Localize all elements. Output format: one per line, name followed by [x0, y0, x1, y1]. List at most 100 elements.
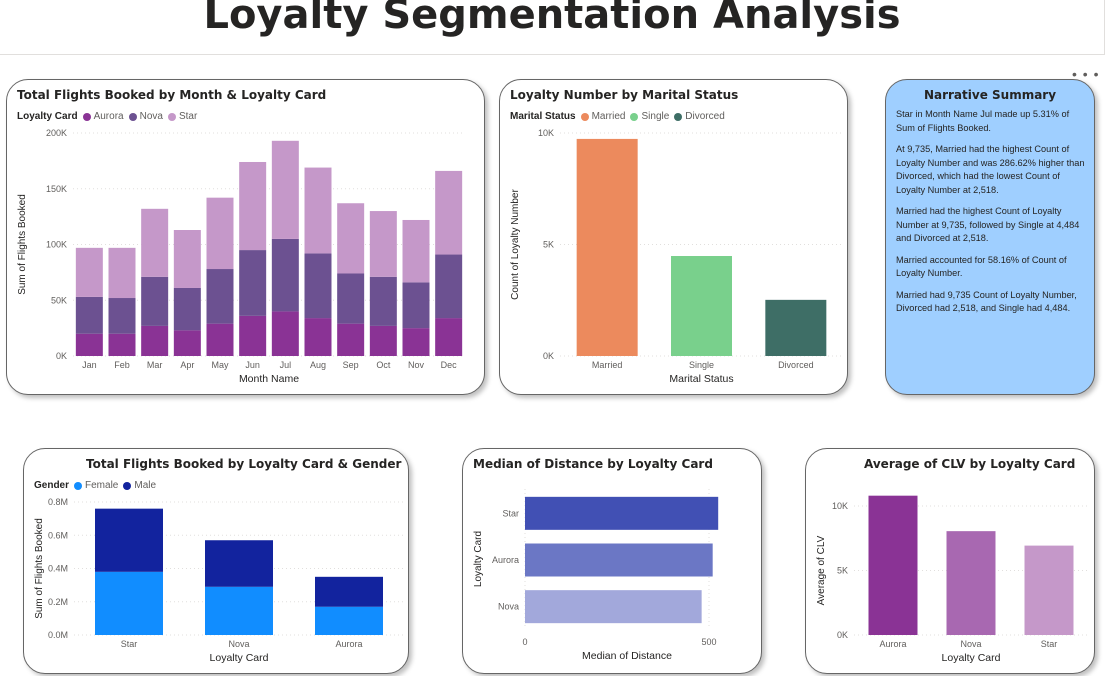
bar-star-oct[interactable] — [369, 211, 397, 277]
bar-nova-sep[interactable] — [337, 273, 365, 324]
legend-item-aurora[interactable]: Aurora — [82, 111, 124, 122]
bar-female-aurora[interactable] — [315, 606, 383, 635]
legend: Loyalty Card Aurora Nova Star — [17, 111, 202, 122]
bar-star-may[interactable] — [206, 197, 234, 270]
distance-card[interactable]: Median of Distance by Loyalty Card 0 500 S… — [462, 448, 762, 674]
bar-aurora[interactable] — [868, 495, 918, 635]
narrative-paragraph: At 9,735, Married had the highest Count … — [896, 144, 1085, 195]
y-tick-label: 0K — [56, 351, 67, 361]
y-tick-label: 0.6M — [48, 530, 68, 540]
legend-item-star[interactable]: Star — [167, 111, 197, 122]
legend-item-single[interactable]: Single — [630, 111, 669, 122]
y-axis-title: Loyalty Card — [473, 531, 484, 587]
x-tick-label: Oct — [376, 360, 391, 370]
bar-nova-jun[interactable] — [239, 250, 267, 316]
bar-aurora-sep[interactable] — [337, 323, 365, 356]
bar-aurora-feb[interactable] — [108, 333, 136, 356]
bar-nova-apr[interactable] — [173, 287, 201, 331]
x-tick-label: Sep — [343, 360, 359, 370]
bar-aurora-apr[interactable] — [173, 330, 201, 356]
bar-male-aurora[interactable] — [315, 576, 383, 607]
bar-female-nova[interactable] — [205, 586, 273, 635]
y-tick-label: 0.0M — [48, 630, 68, 640]
gender-flights-card[interactable]: Total Flights Booked by Loyalty Card & G… — [23, 448, 409, 674]
bar-aurora-may[interactable] — [206, 323, 234, 356]
x-tick-label: Apr — [180, 360, 194, 370]
bar-aurora-nov[interactable] — [402, 328, 430, 356]
y-tick-label: 100K — [46, 240, 67, 250]
more-options-icon[interactable]: • • • — [1072, 66, 1100, 82]
legend-title: Gender — [34, 480, 70, 491]
x-tick-label: Jun — [245, 360, 260, 370]
x-tick-label: Nova — [960, 639, 981, 649]
bar-aurora-mar[interactable] — [141, 325, 169, 356]
y-tick-label: 200K — [46, 128, 67, 138]
bar-nova-feb[interactable] — [108, 298, 136, 334]
bar-nova-dec[interactable] — [435, 254, 463, 319]
legend-item-nova[interactable]: Nova — [128, 111, 163, 122]
bar-star-feb[interactable] — [108, 247, 136, 299]
bar-star-dec[interactable] — [435, 170, 463, 255]
legend-item-divorced[interactable]: Divorced — [674, 111, 725, 122]
bar-male-nova[interactable] — [205, 540, 273, 587]
bar-single[interactable] — [671, 256, 732, 356]
y-tick-label: 10K — [832, 501, 848, 511]
x-tick-label: Jul — [280, 360, 292, 370]
bar-aurora-dec[interactable] — [435, 318, 463, 356]
x-tick-label: Aurora — [879, 639, 906, 649]
bar-nova-may[interactable] — [206, 269, 234, 324]
bar-aurora-oct[interactable] — [369, 325, 397, 356]
bar-nova-jan[interactable] — [75, 296, 103, 334]
legend-item-married[interactable]: Married — [580, 111, 625, 122]
bar-aurora-jun[interactable] — [239, 315, 267, 356]
y-tick-label: 150K — [46, 184, 67, 194]
bar-star-jul[interactable] — [271, 140, 299, 239]
bar-divorced[interactable] — [765, 299, 827, 356]
x-tick-label: Aurora — [335, 639, 362, 649]
gender-chart-plot[interactable]: 0.0M 0.2M 0.4M 0.6M 0.8M Star Nova Aurora Loyalt… — [24, 449, 408, 673]
bar-nova-aug[interactable] — [304, 253, 332, 319]
bar-nova-jul[interactable] — [271, 238, 299, 312]
bar-nova[interactable] — [946, 531, 996, 635]
bar-star-aug[interactable] — [304, 167, 332, 254]
y-tick-label: Star — [502, 508, 519, 518]
legend: Gender Female Male — [34, 480, 161, 491]
legend-item-female[interactable]: Female — [74, 480, 118, 491]
y-tick-label: 0.4M — [48, 564, 68, 574]
y-axis-title: Sum of Flights Booked — [34, 518, 45, 619]
bar-star-jun[interactable] — [239, 161, 267, 251]
bar-married[interactable] — [576, 138, 638, 356]
x-tick-label: Dec — [441, 360, 458, 370]
bar-nova-mar[interactable] — [141, 276, 169, 326]
bar-female-star[interactable] — [95, 571, 163, 635]
bar-star-sep[interactable] — [337, 203, 365, 274]
bar-nova-oct[interactable] — [369, 276, 397, 326]
narrative-summary-card[interactable]: Narrative Summary Star in Month Name Jul… — [885, 79, 1095, 395]
clv-card[interactable]: Average of CLV by Loyalty Card 0K 5K 10K Au… — [805, 448, 1095, 674]
x-tick-label: Feb — [114, 360, 130, 370]
bar-star-mar[interactable] — [141, 208, 169, 277]
bar-aurora-jan[interactable] — [75, 333, 103, 356]
bar-star-jan[interactable] — [75, 247, 103, 297]
bar-star[interactable] — [525, 496, 719, 530]
legend-title: Loyalty Card — [17, 111, 78, 122]
y-tick-label: 5K — [543, 240, 554, 250]
monthly-chart-plot[interactable]: 0K 50K 100K 150K 200K Jan Feb Mar Apr May Jun Jul Au… — [7, 80, 484, 394]
monthly-flights-card[interactable]: Total Flights Booked by Month & Loyalty … — [6, 79, 485, 395]
bar-nova-nov[interactable] — [402, 282, 430, 329]
bar-nova[interactable] — [525, 590, 702, 624]
legend-item-male[interactable]: Male — [123, 480, 156, 491]
bar-aurora[interactable] — [525, 543, 713, 577]
bar-star-apr[interactable] — [173, 230, 201, 288]
bar-aurora-aug[interactable] — [304, 318, 332, 356]
distance-chart-plot[interactable]: 0 500 Star Aurora Nova Median of Distance Loya… — [463, 449, 761, 673]
marital-status-card[interactable]: Loyalty Number by Marital Status Marital… — [499, 79, 848, 395]
y-axis-title: Count of Loyalty Number — [510, 189, 521, 300]
y-tick-label: 0.2M — [48, 597, 68, 607]
bar-star-nov[interactable] — [402, 219, 430, 283]
bar-star[interactable] — [1024, 545, 1074, 635]
bar-aurora-jul[interactable] — [271, 311, 299, 356]
bar-male-star[interactable] — [95, 508, 163, 572]
